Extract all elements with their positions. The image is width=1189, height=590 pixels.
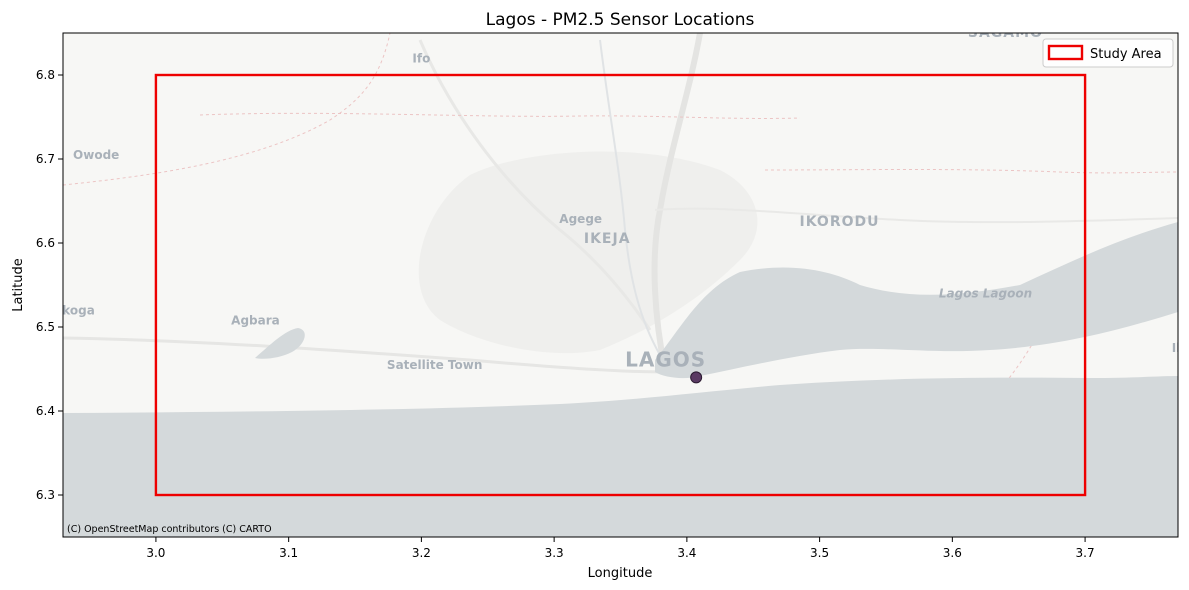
x-tick-label: 3.5 [810,546,829,560]
y-tick-label: 6.5 [36,320,55,334]
y-tick-label: 6.6 [36,236,55,250]
place-label: Ik [1172,341,1185,355]
place-label: Ikoga [58,303,95,317]
legend-swatch-study-area [1047,44,1084,61]
basemap-road [418,39,652,331]
x-tick-label: 3.1 [279,546,298,560]
basemap-lagoon [655,222,1178,379]
basemap-boundary [199,112,801,119]
place-label: Agbara [231,313,280,327]
place-label: LAGOS [625,347,706,371]
place-label: IKORODU [800,214,880,230]
basemap-road [63,336,666,374]
place-label: Ifo [412,51,430,65]
place-label: SAGAMO [968,25,1043,41]
axes-frame [62,32,1179,538]
place-label: Satellite Town [387,358,482,372]
basemap-road [654,207,1178,224]
x-axis-label: Longitude [588,566,653,581]
y-axis: 6.3 6.4 6.5 6.6 6.7 6.8 [36,68,63,502]
sensor-point [690,371,703,384]
x-tick-label: 3.2 [412,546,431,560]
y-tick-label: 6.8 [36,68,55,82]
study-area-rectangle [154,73,1087,497]
basemap-urban-area [418,151,758,354]
chart-title: Lagos - PM2.5 Sensor Locations [486,10,755,30]
map-attribution: (C) OpenStreetMap contributors (C) CARTO [67,524,272,535]
y-axis-label: Latitude [11,258,26,312]
x-tick-label: 3.0 [146,546,165,560]
x-axis: 3.0 3.1 3.2 3.3 3.4 3.5 3.6 3.7 [146,537,1095,560]
basemap-boundary [63,33,391,186]
place-label: Lagos Lagoon [939,287,1032,301]
place-label: IKEJA [584,231,631,247]
legend-label-study-area: Study Area [1090,47,1162,62]
basemap-place-labels: SAGAMO Ifo Owode Agege IKEJA IKORODU Lagos Lag… [58,25,1185,372]
x-tick-label: 3.7 [1076,546,1095,560]
basemap [63,33,1178,537]
basemap-ocean [63,376,1178,537]
sensor-points [690,371,703,384]
y-tick-label: 6.3 [36,488,55,502]
place-label: Owode [73,148,119,162]
basemap-boundary [764,169,1178,174]
basemap-lagoon-west [255,328,305,359]
x-tick-label: 3.6 [943,546,962,560]
x-tick-label: 3.4 [677,546,696,560]
legend: Study Area [1042,38,1174,68]
basemap-river [599,39,661,356]
y-tick-label: 6.7 [36,152,55,166]
y-tick-label: 6.4 [36,404,55,418]
place-label: Agege [559,212,602,226]
x-tick-label: 3.3 [545,546,564,560]
